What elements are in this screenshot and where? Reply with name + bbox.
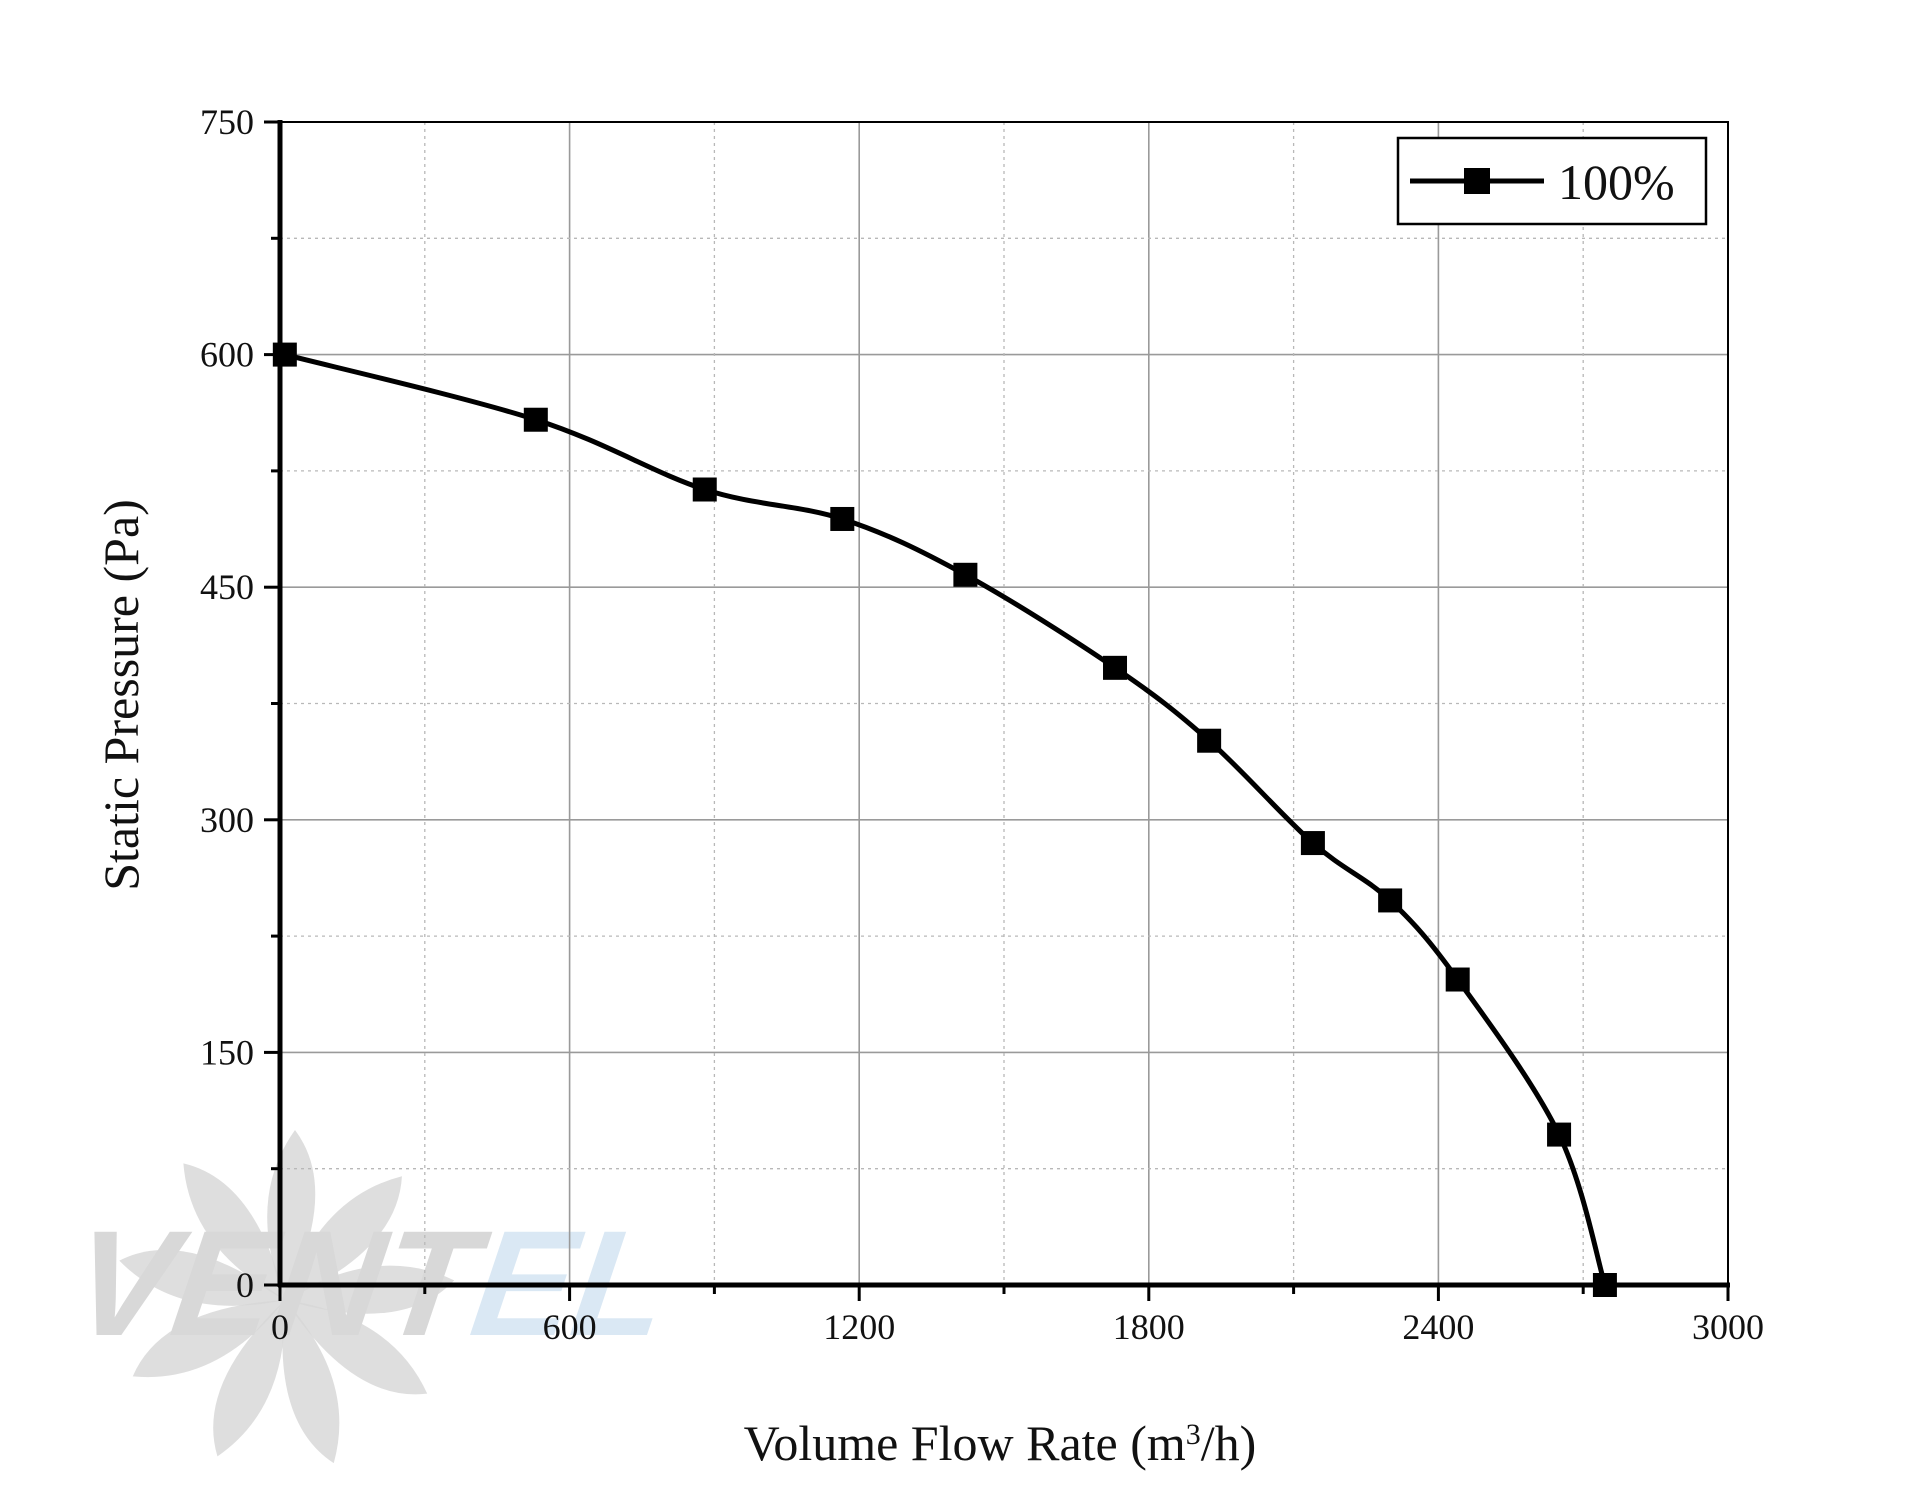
fan-blade-8 [183, 1163, 285, 1300]
x-tick-label-5: 3000 [1692, 1307, 1764, 1347]
data-point-0-10 [1547, 1122, 1572, 1147]
minor-grid [280, 122, 1728, 1285]
y-tick-labels: 0 150 300 450 600 750 [200, 102, 254, 1305]
x-tick-label-0: 0 [271, 1307, 289, 1347]
fan-blade-4 [282, 1299, 340, 1464]
fan-blade-2 [285, 1265, 455, 1314]
y-tick-label-4: 600 [200, 335, 254, 375]
data-point-0-2 [692, 477, 717, 502]
fan-blade-1 [285, 1176, 402, 1300]
legend-marker [1464, 168, 1490, 194]
data-point-0-6 [1197, 728, 1222, 753]
x-axis-title-tail: /h) [1201, 1415, 1257, 1471]
fan-blade-3 [285, 1300, 428, 1395]
fan-blade-6 [132, 1300, 285, 1378]
x-axis-title-sup: 3 [1186, 1418, 1201, 1451]
y-tick-label-2: 300 [200, 800, 254, 840]
data-point-0-1 [523, 407, 548, 432]
fan-blade-7 [119, 1250, 285, 1306]
data-point-0-3 [830, 506, 855, 531]
x-axis-title: Volume Flow Rate (m3/h) [744, 1415, 1257, 1471]
series-layer [272, 342, 1617, 1297]
y-axis-title: Static Pressure (Pa) [93, 499, 149, 891]
legend-label: 100% [1558, 154, 1675, 210]
legend: 100% [1396, 136, 1708, 226]
data-point-0-5 [1103, 655, 1128, 680]
data-point-0-9 [1445, 967, 1470, 992]
x-tick-labels: 0 600 1200 1800 2400 3000 [271, 1307, 1764, 1347]
data-point-0-4 [953, 562, 978, 587]
y-tick-label-5: 750 [200, 102, 254, 142]
watermark: VENTEL [63, 1130, 678, 1464]
data-point-0-7 [1300, 831, 1325, 856]
x-axis-title-main: Volume Flow Rate (m [744, 1415, 1186, 1471]
axis-ticks [264, 120, 1730, 1301]
y-tick-label-3: 450 [200, 567, 254, 607]
data-point-0-0 [272, 342, 297, 367]
data-point-0-11 [1592, 1273, 1617, 1297]
series-line-0 [284, 352, 1608, 1286]
x-tick-label-3: 1800 [1113, 1307, 1185, 1347]
fan-blade-5 [213, 1300, 286, 1457]
y-tick-label-1: 150 [200, 1032, 254, 1072]
x-tick-label-1: 600 [543, 1307, 597, 1347]
x-tick-label-4: 2400 [1402, 1307, 1474, 1347]
x-tick-label-2: 1200 [823, 1307, 895, 1347]
data-point-0-8 [1378, 888, 1403, 913]
y-tick-label-0: 0 [236, 1265, 254, 1305]
